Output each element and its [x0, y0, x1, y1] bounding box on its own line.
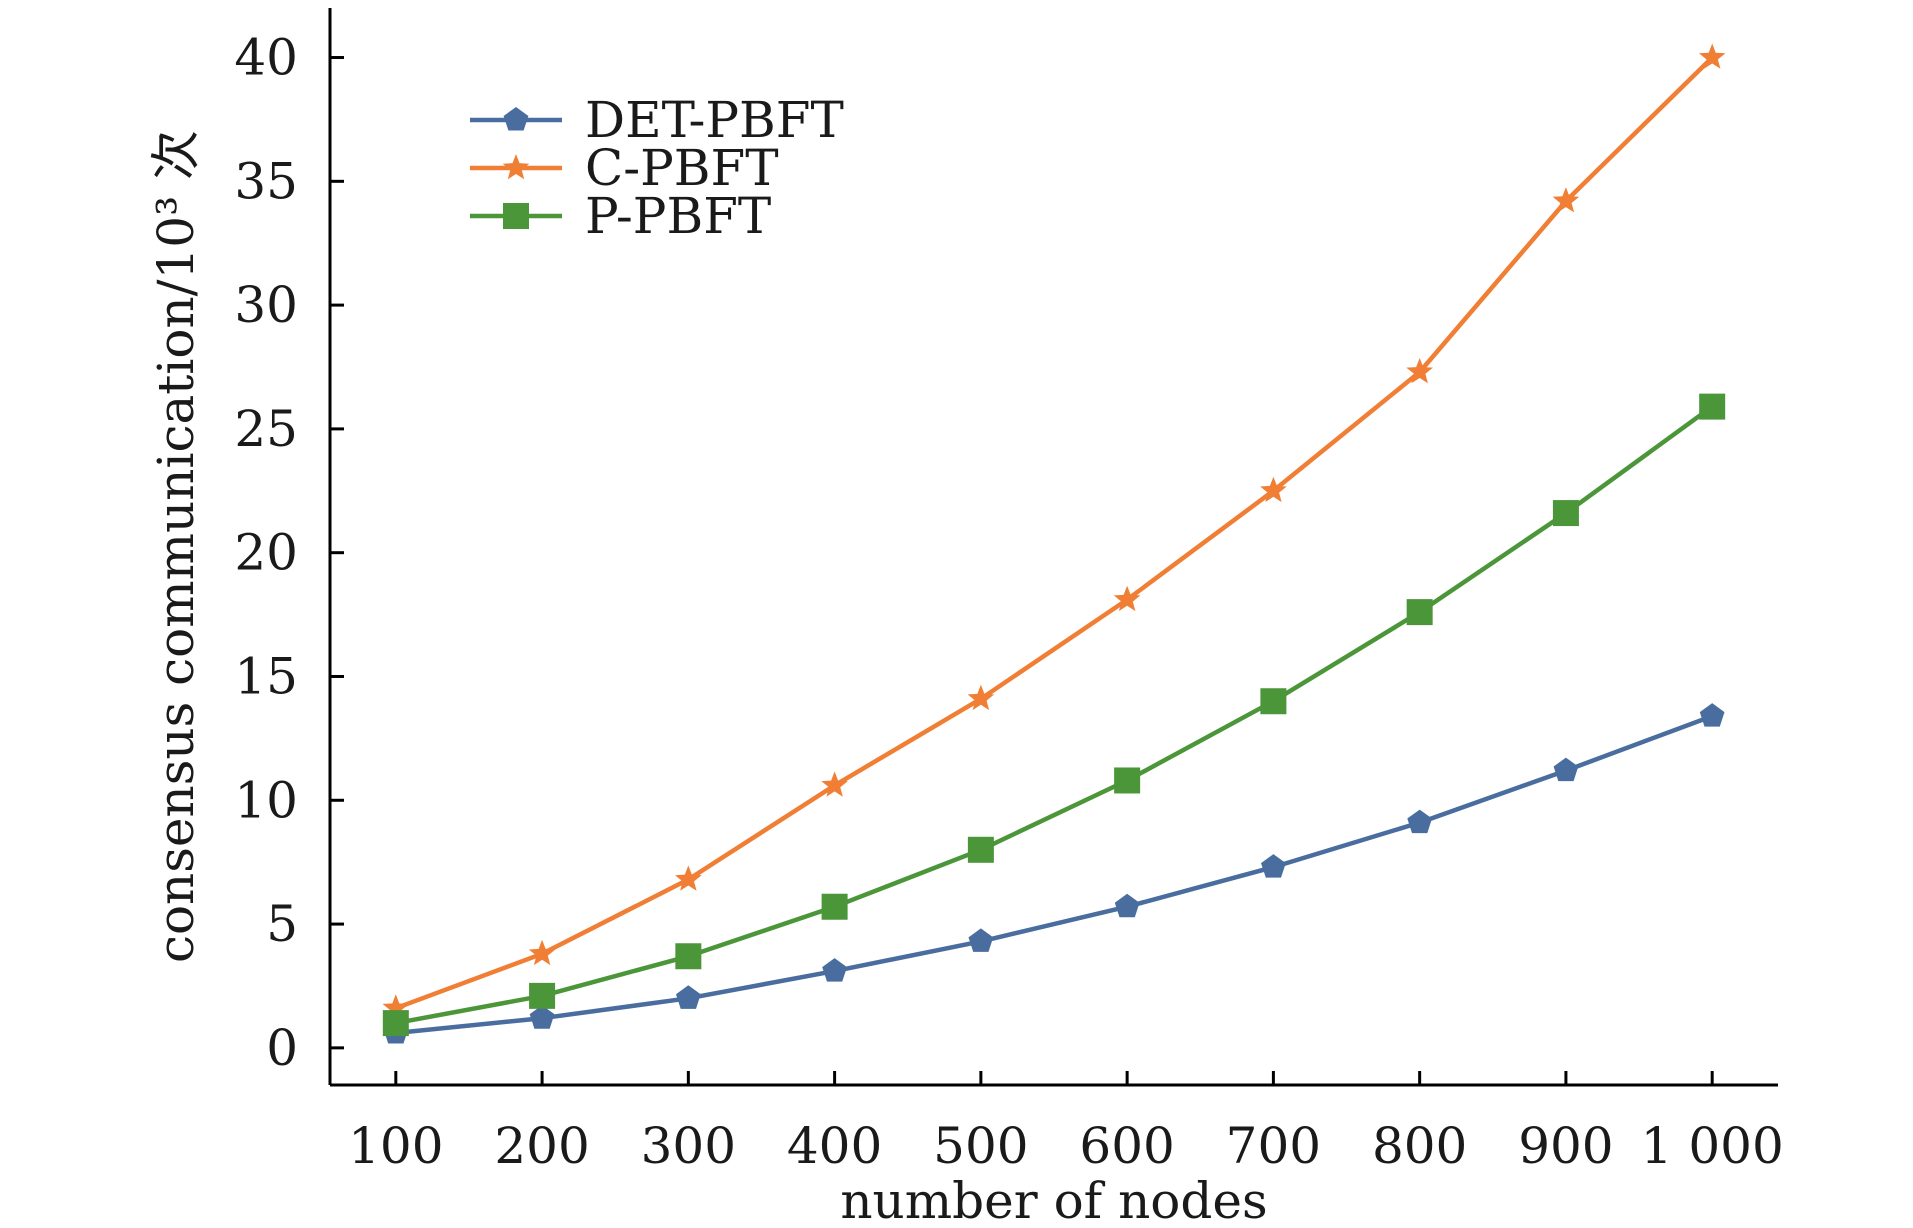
data-point	[1407, 809, 1432, 834]
series-lines	[382, 43, 1726, 1044]
x-tick-label: 500	[933, 1117, 1028, 1175]
y-tick-label: 15	[234, 647, 298, 705]
x-tick-label: 400	[787, 1117, 882, 1175]
data-point	[1260, 688, 1287, 715]
x-tick-label: 600	[1079, 1117, 1174, 1175]
y-tick-label: 25	[234, 400, 298, 458]
data-point	[822, 958, 847, 982]
legend-item: DET-PBFT	[470, 91, 844, 149]
data-point	[382, 1010, 409, 1037]
x-tick-label: 1 000	[1641, 1117, 1784, 1175]
data-point	[676, 985, 701, 1009]
series-line	[395, 713, 1713, 1036]
legend-label: DET-PBFT	[585, 91, 844, 149]
series-line	[395, 55, 1714, 1011]
y-tick-label: 35	[234, 152, 298, 210]
data-point	[675, 865, 702, 891]
data-point	[1113, 585, 1141, 612]
tick-labels: 0 5 10 15 20 25 30 35 40 100 200 300 400 500 600 700 800…	[234, 29, 1783, 1175]
series-c-pbft	[382, 43, 1726, 1020]
data-point	[1698, 43, 1726, 69]
data-point	[1114, 767, 1141, 794]
series-det-pbft	[383, 703, 1725, 1044]
y-tick-label: 20	[234, 524, 298, 582]
data-point	[967, 684, 995, 711]
data-point	[382, 994, 410, 1020]
y-axis-title: consensus communication/10³ 次	[147, 130, 205, 963]
legend-label: C-PBFT	[585, 139, 779, 197]
y-tick-label: 10	[234, 771, 298, 829]
y-tick-label: 0	[266, 1019, 298, 1077]
legend-label: P-PBFT	[585, 187, 771, 245]
data-point	[1699, 703, 1725, 727]
legend-marker	[503, 203, 529, 229]
series-p-pbft	[382, 393, 1726, 1037]
x-tick-label: 100	[348, 1117, 443, 1175]
y-tick-label: 30	[234, 276, 298, 334]
data-point	[968, 928, 994, 952]
data-point	[529, 1005, 555, 1029]
y-tick-label: 40	[234, 29, 298, 87]
x-tick-label: 200	[494, 1117, 589, 1175]
data-point	[675, 943, 702, 970]
legend-item: C-PBFT	[470, 139, 779, 197]
legend-item: P-PBFT	[470, 187, 771, 245]
data-point	[1553, 757, 1579, 782]
data-point	[967, 836, 994, 863]
x-axis-title: number of nodes	[840, 1172, 1267, 1228]
data-point	[1699, 393, 1726, 420]
data-point	[1552, 187, 1580, 213]
x-tick-label: 900	[1518, 1117, 1613, 1175]
data-point	[821, 893, 848, 920]
data-point	[529, 982, 556, 1009]
x-tick-label: 300	[641, 1117, 736, 1175]
axes	[328, 8, 1778, 1087]
data-point	[1261, 854, 1286, 878]
data-point	[1114, 893, 1140, 918]
legend-marker	[503, 107, 529, 131]
x-tick-label: 800	[1372, 1117, 1467, 1175]
data-point	[1552, 500, 1579, 527]
data-point	[821, 771, 848, 797]
data-point	[1406, 358, 1433, 384]
legend-marker	[502, 154, 530, 180]
data-point	[1260, 476, 1287, 503]
series-line	[395, 404, 1714, 1026]
data-point	[1406, 599, 1433, 626]
y-tick-label: 5	[266, 895, 298, 953]
x-tick-label: 700	[1226, 1117, 1321, 1175]
data-point	[528, 939, 556, 966]
